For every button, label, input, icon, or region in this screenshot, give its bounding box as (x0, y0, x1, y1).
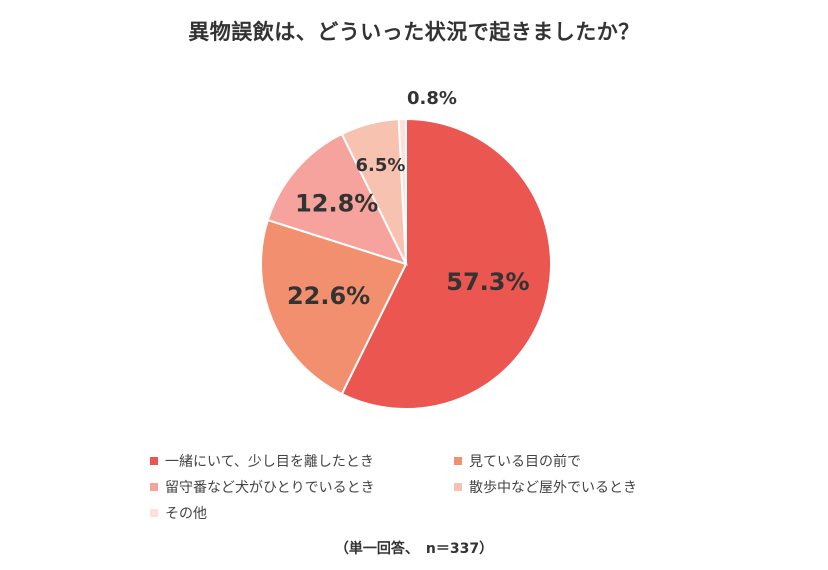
slice-value-label: 12.8% (295, 189, 378, 217)
legend-swatch (150, 483, 158, 491)
legend-label: 一緒にいて、少し目を離したとき (165, 454, 374, 470)
pie-slice-5 (397, 117, 407, 265)
legend-item-5: その他 (150, 503, 207, 523)
pie-slice-1 (340, 117, 552, 410)
legend-label: 見ている目の前で (469, 454, 581, 470)
pie-slice-3 (266, 132, 408, 266)
legend-label: その他 (165, 506, 207, 522)
legend-swatch (150, 457, 158, 465)
legend-swatch (454, 457, 462, 465)
legend-swatch (454, 483, 462, 491)
pie-slice-2 (260, 218, 408, 396)
slice-value-label: 57.3% (446, 268, 529, 296)
legend-item-3: 留守番など犬がひとりでいるとき (150, 477, 375, 497)
slice-value-label: 22.6% (287, 282, 370, 310)
slice-value-label: 6.5% (355, 155, 405, 176)
legend-item-2: 見ている目の前で (454, 451, 581, 471)
legend-item-4: 散歩中など屋外でいるとき (454, 477, 637, 497)
chart-title: 異物誤飲は、どういった状況で起きましたか？ (188, 20, 640, 44)
legend-item-1: 一緒にいて、少し目を離したとき (150, 451, 374, 471)
slice-value-label: 0.8% (407, 88, 457, 109)
legend-label: 散歩中など屋外でいるとき (469, 480, 637, 496)
legend-label: 留守番など犬がひとりでいるとき (165, 480, 375, 496)
pie-chart: 57.3% 22.6% 12.8% 6.5% 0.8% (260, 88, 552, 410)
chart-note: （単一回答、 n＝337） (334, 541, 494, 557)
legend-swatch (150, 509, 158, 517)
